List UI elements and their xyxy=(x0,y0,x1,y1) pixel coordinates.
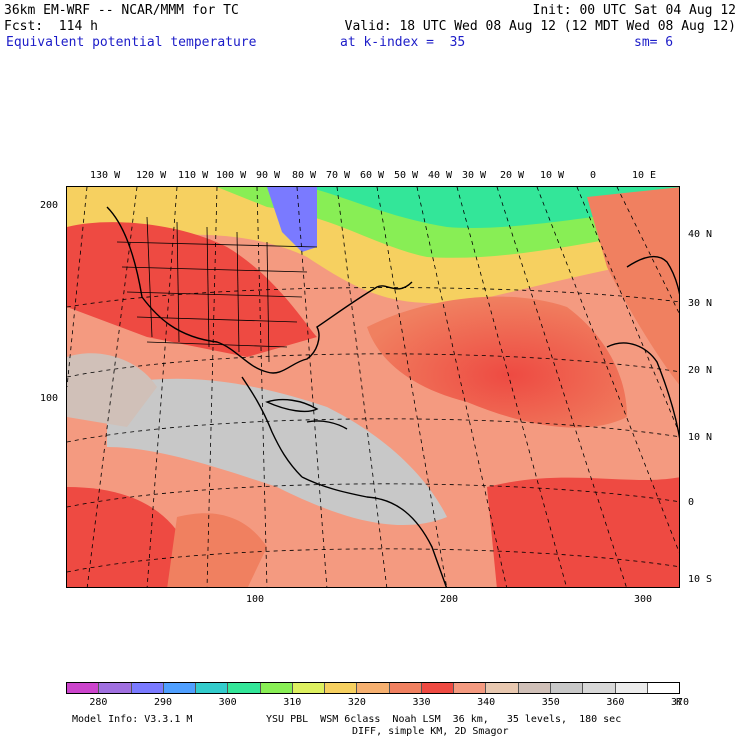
longitude-label: 20 W xyxy=(500,170,525,181)
grid-x-label: 100 xyxy=(246,594,265,605)
colorbar-label: 360 xyxy=(606,697,625,708)
latitude-label: 0 xyxy=(688,497,695,508)
colorbar-swatch xyxy=(550,683,584,693)
latitude-label: 30 N xyxy=(688,298,713,309)
longitude-label: 10 E xyxy=(632,170,657,181)
pacific-south-field xyxy=(67,487,187,587)
colorbar-swatch xyxy=(131,683,164,693)
colorbar-label: 370 xyxy=(671,697,690,708)
smoothing-label: sm= 6 xyxy=(634,35,674,50)
diffusion-info: DIFF, simple KM, 2D Smagor xyxy=(352,726,509,737)
model-title: 36km EM-WRF -- NCAR/MMM for TC xyxy=(4,3,239,18)
init-time: Init: 00 UTC Sat 04 Aug 12 xyxy=(532,3,737,18)
colorbar-label: 340 xyxy=(477,697,496,708)
longitude-label: 100 W xyxy=(216,170,247,181)
colorbar-swatch xyxy=(389,683,422,693)
colorbar-swatch xyxy=(325,683,358,693)
colorbar xyxy=(66,682,680,694)
colorbar-swatch xyxy=(583,683,616,693)
longitude-label: 30 W xyxy=(462,170,487,181)
hudson-bay-field xyxy=(267,187,317,252)
pacific-field xyxy=(67,353,157,427)
colorbar-swatch xyxy=(357,683,390,693)
colorbar-swatch xyxy=(292,683,326,693)
grid-y-label: 200 xyxy=(40,200,59,211)
longitude-label: 130 W xyxy=(90,170,121,181)
valid-time: Valid: 18 UTC Wed 08 Aug 12 (12 MDT Wed … xyxy=(344,19,736,34)
colorbar-label: 280 xyxy=(89,697,108,708)
theta-e-map xyxy=(67,187,679,587)
latitude-label: 40 N xyxy=(688,229,713,240)
map-panel xyxy=(66,186,680,588)
atlantic-warm-field xyxy=(367,296,627,428)
grid-x-label: 300 xyxy=(634,594,653,605)
colorbar-label: 330 xyxy=(412,697,431,708)
latitude-label: 10 N xyxy=(688,432,713,443)
europe-field xyxy=(587,187,679,385)
south-east-pacific-field xyxy=(167,513,267,587)
colorbar-label: 290 xyxy=(153,697,172,708)
colorbar-swatch xyxy=(260,683,293,693)
longitude-label: 120 W xyxy=(136,170,167,181)
colorbar-swatch xyxy=(99,683,132,693)
longitude-label: 10 W xyxy=(540,170,565,181)
colorbar-swatch xyxy=(486,683,519,693)
colorbar-swatch xyxy=(454,683,487,693)
colorbar-swatch xyxy=(228,683,261,693)
colorbar-unit: K xyxy=(676,697,683,708)
colorbar-swatch xyxy=(615,683,648,693)
longitude-label: 70 W xyxy=(326,170,351,181)
level-label: at k-index = 35 xyxy=(340,35,466,50)
longitude-label: 80 W xyxy=(292,170,317,181)
south-atlantic-field xyxy=(487,477,679,587)
colorbar-swatch xyxy=(163,683,197,693)
grid-y-label: 100 xyxy=(40,393,59,404)
latitude-label: 20 N xyxy=(688,365,713,376)
tropical-gray-field xyxy=(107,378,447,526)
longitude-label: 60 W xyxy=(360,170,385,181)
longitude-label: 90 W xyxy=(256,170,281,181)
graticule xyxy=(67,187,679,587)
colorbar-swatch xyxy=(196,683,229,693)
us-warm-field xyxy=(67,222,317,357)
colorbar-label: 300 xyxy=(218,697,237,708)
colorbar-swatch xyxy=(518,683,551,693)
longitude-label: 50 W xyxy=(394,170,419,181)
colorbar-label: 320 xyxy=(347,697,366,708)
longitude-label: 0 xyxy=(590,170,597,181)
coastlines xyxy=(106,206,679,587)
colorbar-label: 310 xyxy=(283,697,302,708)
coolest-band xyxy=(307,187,679,228)
model-info: Model Info: V3.3.1 M xyxy=(72,714,193,725)
field-name: Equivalent potential temperature xyxy=(6,35,257,50)
colorbar-swatch xyxy=(421,683,455,693)
latitude-label: 10 S xyxy=(688,574,713,585)
colorbar-swatch xyxy=(67,683,100,693)
forecast-hour: Fcst: 114 h xyxy=(4,19,98,34)
grid-x-label: 200 xyxy=(440,594,459,605)
longitude-label: 40 W xyxy=(428,170,453,181)
physics-info: YSU PBL WSM 6class Noah LSM 36 km, 35 le… xyxy=(266,714,622,725)
colorbar-swatch xyxy=(647,683,680,693)
colorbar-label: 350 xyxy=(541,697,560,708)
longitude-label: 110 W xyxy=(178,170,209,181)
